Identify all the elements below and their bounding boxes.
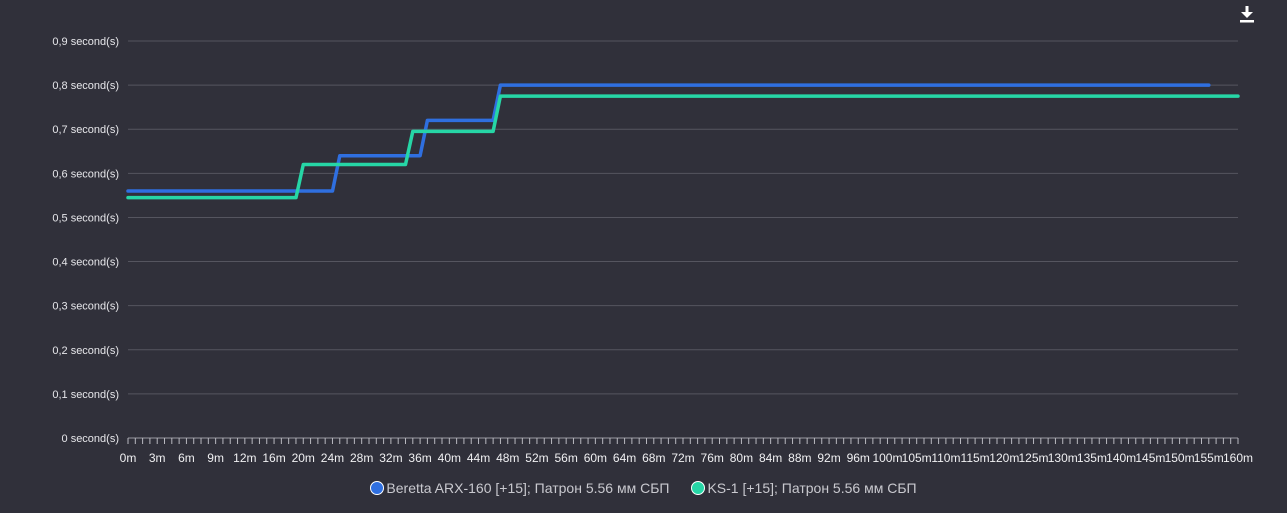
y-tick-label: 0,5 second(s) (52, 212, 119, 224)
x-tick-label: 96m (847, 451, 870, 465)
x-tick-label: 88m (788, 451, 811, 465)
legend-swatch-ks1 (691, 481, 706, 495)
x-tick-label: 92m (817, 451, 840, 465)
y-tick-label: 0,4 second(s) (52, 257, 119, 269)
x-tick-label: 84m (759, 451, 782, 465)
y-tick-label: 0,8 second(s) (52, 80, 119, 92)
legend-label-beretta: Beretta ARX-160 [+15]; Патрон 5.56 мм СБ… (386, 480, 670, 496)
x-tick-label: 150m (1165, 451, 1195, 465)
y-tick-label: 0,7 second(s) (52, 124, 119, 136)
y-tick-label: 0,3 second(s) (52, 301, 119, 313)
x-tick-label: 135m (1077, 451, 1107, 465)
x-tick-label: 68m (642, 451, 665, 465)
grid-layer (128, 40, 1238, 439)
y-tick-label: 0,9 second(s) (52, 36, 119, 48)
x-tick-label: 9m (207, 451, 224, 465)
x-tick-label: 76m (701, 451, 724, 465)
y-tick-label: 0,6 second(s) (52, 168, 119, 180)
x-tick-label: 130m (1048, 451, 1078, 465)
x-tick-label: 145m (1135, 451, 1165, 465)
x-tick-label: 120m (989, 451, 1019, 465)
x-tick-label: 140m (1106, 451, 1136, 465)
x-tick-label: 64m (613, 451, 636, 465)
series-line-1[interactable] (126, 94, 1240, 200)
x-tick-label: 3m (149, 451, 166, 465)
series-line-0[interactable] (126, 83, 1211, 193)
x-tick-label: 72m (671, 451, 694, 465)
x-tick-label: 60m (584, 451, 607, 465)
x-tick-label: 80m (730, 451, 753, 465)
y-axis: 0 second(s) 0,1 second(s) 0,2 second(s) 0,3… (52, 36, 119, 445)
y-tick-label: 0,1 second(s) (52, 389, 119, 401)
series-layer (126, 83, 1240, 200)
legend-item-ks1[interactable]: KS-1 [+15]; Патрон 5.56 мм СБП (691, 480, 917, 496)
x-tick-label: 56m (554, 451, 577, 465)
x-tick-label: 100m (872, 451, 902, 465)
x-tick-label: 125m (1019, 451, 1049, 465)
x-tick-label: 0m (120, 451, 137, 465)
x-tick-label: 36m (408, 451, 431, 465)
legend-label-ks1: KS-1 [+15]; Патрон 5.56 мм СБП (707, 480, 917, 496)
x-tick-label: 115m (961, 451, 990, 465)
chart-legend: Beretta ARX-160 [+15]; Патрон 5.56 мм СБ… (0, 476, 1287, 500)
x-tick-label: 16m (262, 451, 285, 465)
x-tick-label: 28m (350, 451, 373, 465)
x-tick-label: 48m (496, 451, 519, 465)
x-tick-label: 52m (525, 451, 548, 465)
y-tick-label: 0,2 second(s) (52, 345, 119, 357)
x-tick-label: 160m (1223, 451, 1253, 465)
x-tick-label: 12m (233, 451, 256, 465)
x-tick-label: 44m (467, 451, 490, 465)
x-tick-label: 20m (292, 451, 315, 465)
legend-swatch-beretta (370, 481, 385, 495)
download-icon (1240, 6, 1254, 23)
download-button[interactable] (1236, 4, 1258, 24)
legend-item-beretta[interactable]: Beretta ARX-160 [+15]; Патрон 5.56 мм СБ… (370, 480, 669, 496)
x-tick-label: 105m (902, 451, 932, 465)
x-tick-label: 32m (379, 451, 402, 465)
y-tick-label: 0 second(s) (62, 433, 119, 445)
x-tick-label: 6m (178, 451, 195, 465)
x-tick-label: 155m (1194, 451, 1224, 465)
x-tick-label: 24m (321, 451, 344, 465)
x-tick-label: 40m (438, 451, 461, 465)
x-tick-label: 110m (931, 451, 960, 465)
x-axis: 0m 3m 6m 9m 12m 16m 20m 24m 28m 32m 36m 40m 44m 48m 52… (120, 438, 1253, 465)
